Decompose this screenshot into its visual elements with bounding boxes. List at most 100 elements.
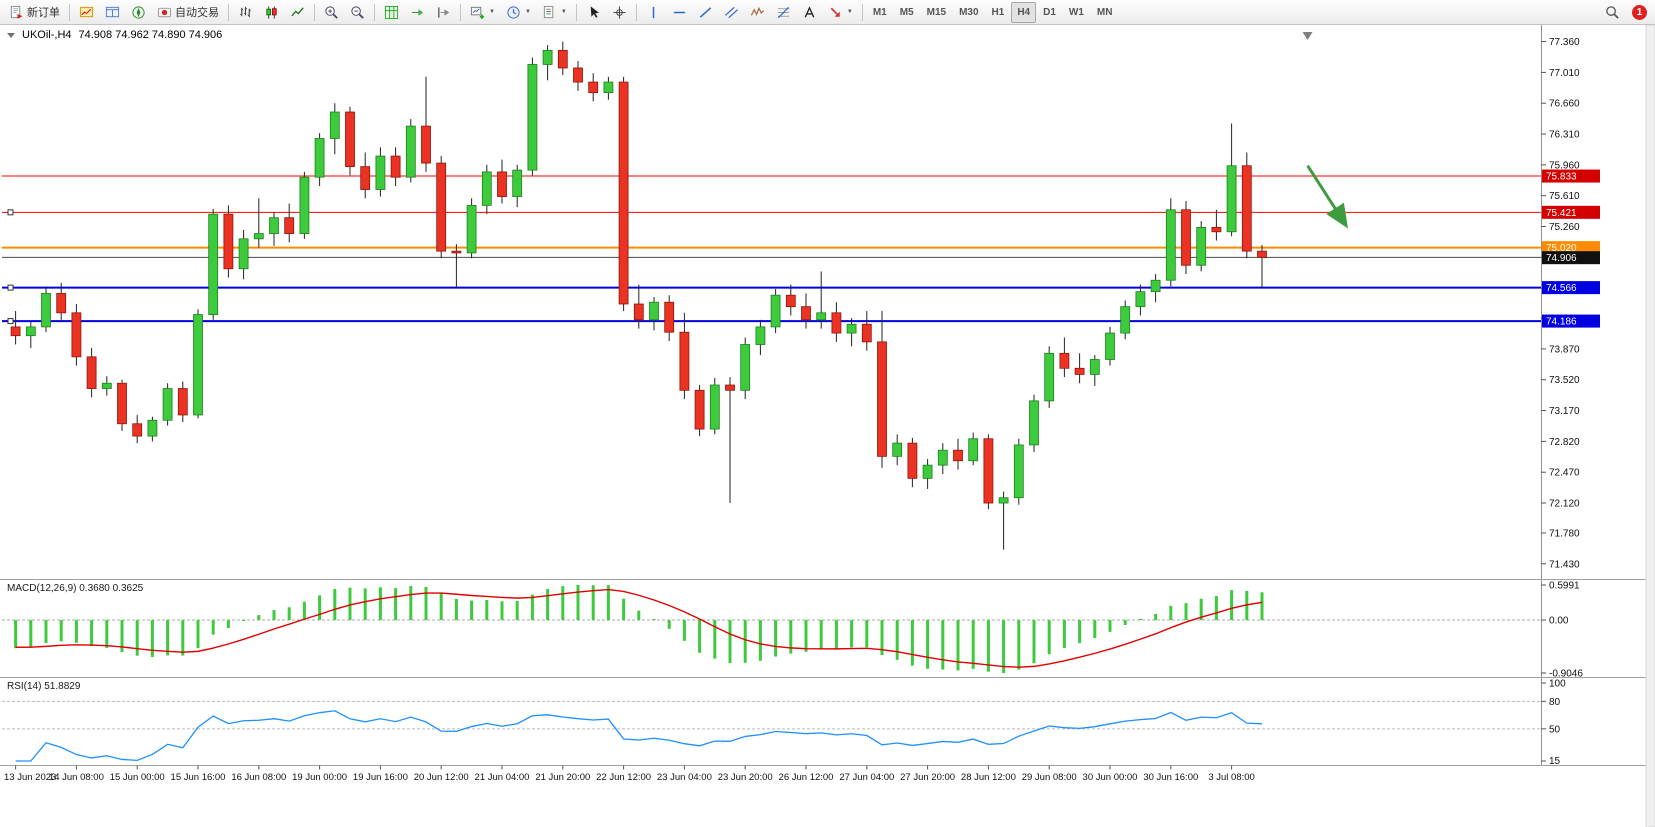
candle-body [588, 81, 599, 94]
auto-scroll-button[interactable] [405, 2, 430, 23]
elliott-wave-button[interactable] [745, 2, 770, 23]
support-line-74186-handle[interactable] [7, 318, 14, 325]
candle-body [679, 331, 690, 391]
macd-bar [1154, 613, 1158, 621]
timeframe-m1[interactable]: M1 [867, 2, 893, 23]
notification-badge[interactable]: 1 [1632, 4, 1647, 20]
macd-bar [652, 619, 656, 621]
chart-canvas[interactable]: 77.360 77.010 76.660 76.310 75.960 75.610 75.2… [0, 25, 1655, 827]
candle-body [892, 442, 903, 457]
macd-bar [150, 620, 154, 658]
cursor-button[interactable] [581, 2, 606, 23]
macd-bar [576, 585, 580, 621]
candle-body [1120, 306, 1131, 334]
equidistant-channel-button[interactable] [719, 2, 744, 23]
fibonacci-icon [776, 5, 791, 20]
crosshair-button[interactable] [607, 2, 632, 23]
price-badge [1542, 281, 1600, 295]
timeframe-h4[interactable]: H4 [1011, 1, 1037, 23]
timeframe-m15[interactable]: M15 [921, 2, 952, 23]
timeframe-m5[interactable]: M5 [894, 2, 920, 23]
templates-button[interactable]: ▼ [537, 2, 572, 23]
indicators-list-button[interactable] [379, 2, 404, 23]
candle-body [770, 294, 781, 328]
timeframe-h1[interactable]: H1 [986, 2, 1011, 23]
arrow-annotation[interactable] [1306, 164, 1349, 229]
timeframe-m1-label: M1 [872, 6, 887, 18]
candle-body [1029, 400, 1039, 446]
profiles-button[interactable]: ▼ [501, 2, 536, 23]
candle-body [618, 81, 629, 305]
navigator-button[interactable] [126, 2, 151, 23]
chart-shift-marker[interactable] [1302, 32, 1313, 40]
new-chart-button[interactable]: ▼ [465, 2, 500, 23]
macd-bar [546, 589, 550, 621]
time-tick-label: 21 Jun 20:00 [535, 772, 590, 783]
line-chart-button[interactable] [285, 2, 310, 23]
candlestick-chart-button[interactable] [259, 2, 284, 23]
text-button[interactable] [797, 2, 822, 23]
resistance-line-75421-handle[interactable] [7, 209, 14, 216]
candle-body [603, 81, 614, 94]
channel-icon [724, 5, 739, 20]
horizontal-line-icon [672, 5, 687, 20]
macd-bar [561, 586, 565, 621]
market-watch-button[interactable] [74, 2, 99, 23]
price-tick-label: 72.470 [1549, 468, 1580, 479]
templates-icon [542, 5, 557, 20]
candle-body [512, 169, 523, 197]
search-button[interactable] [1600, 2, 1625, 23]
candle-body [299, 176, 310, 234]
bar-chart-button[interactable] [233, 2, 258, 23]
candle-body [1105, 332, 1115, 360]
chart-shift-button[interactable] [431, 2, 456, 23]
candle-body [1165, 209, 1176, 281]
one-click-trading-toggle-icon[interactable] [7, 32, 15, 38]
dropdown-arrow-icon: ▼ [560, 9, 567, 15]
vertical-scrollbar[interactable] [1645, 25, 1655, 827]
price-tick-label: 75.260 [1549, 222, 1580, 233]
chart-plot-area[interactable] [0, 25, 1541, 580]
candle-body [1044, 352, 1055, 402]
macd-bar [804, 620, 808, 652]
candle-body [709, 384, 720, 430]
candle-body [147, 419, 158, 437]
timeframe-mn[interactable]: MN [1091, 2, 1119, 23]
macd-bar [895, 620, 899, 660]
candle-body [405, 125, 416, 178]
zoom-out-button[interactable] [345, 2, 370, 23]
vertical-line-button[interactable] [641, 2, 666, 23]
fibonacci-button[interactable] [771, 2, 796, 23]
macd-bar [1260, 592, 1264, 621]
macd-bar [424, 586, 428, 621]
timeframe-m30[interactable]: M30 [953, 2, 984, 23]
price-tick-label: 77.360 [1549, 37, 1580, 48]
rsi-axis-label: 15 [1549, 756, 1561, 767]
macd-bar [454, 598, 458, 621]
macd-bar [1078, 620, 1082, 644]
data-window-button[interactable] [100, 2, 125, 23]
zoom-in-button[interactable] [319, 2, 344, 23]
macd-bar [90, 620, 94, 647]
candle-body [1196, 226, 1207, 266]
new-order-button[interactable]: 新订单 [4, 2, 65, 23]
toolbar-separator [861, 3, 863, 21]
autotrading-button[interactable]: 自动交易 [152, 2, 224, 23]
candle-body [1135, 291, 1146, 308]
macd-bar [500, 601, 504, 621]
text-icon [802, 5, 817, 20]
macd-bar [1093, 620, 1097, 639]
timeframe-w1[interactable]: W1 [1063, 2, 1090, 23]
horizontal-line-button[interactable] [667, 2, 692, 23]
timeframe-d1[interactable]: D1 [1037, 2, 1062, 23]
chart-shift-icon [436, 5, 451, 20]
arrows-button[interactable]: ▼ [823, 2, 858, 23]
support-line-74566-handle[interactable] [7, 284, 14, 291]
trendline-button[interactable] [693, 2, 718, 23]
price-badge [1542, 241, 1600, 255]
candle-body [573, 67, 583, 83]
candle-body [968, 438, 979, 462]
dropdown-arrow-icon: ▼ [489, 9, 495, 15]
macd-bar [591, 585, 595, 621]
